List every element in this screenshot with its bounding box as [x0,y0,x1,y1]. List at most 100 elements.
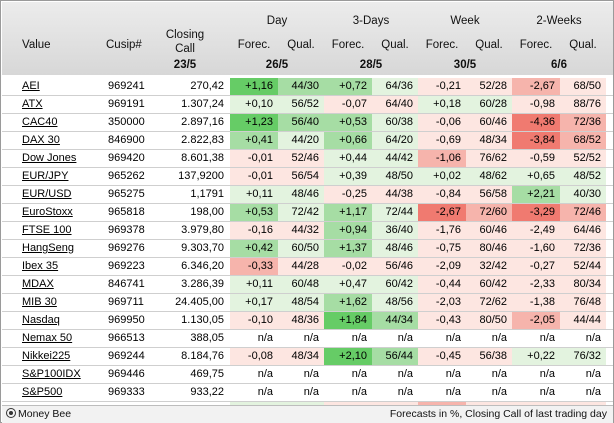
value-link[interactable]: EUR/USD [22,188,72,200]
quality-cell: 36/40 [372,222,418,239]
forecast-cell: -0,08 [230,348,278,365]
forecast-cell: +0,72 [324,78,372,95]
forecast-cell: +0,66 [324,132,372,149]
quality-cell: 72/44 [372,204,418,221]
quality-cell: 60/38 [372,114,418,131]
closing-call-cell: 8.601,38 [181,152,224,164]
header-group-date: 30/5 [453,59,477,71]
closing-call-cell: 2.822,83 [181,134,224,146]
quality-cell: 48/62 [466,168,512,185]
value-link[interactable]: AEI [22,80,40,92]
forecast-cell: -1,76 [418,222,466,239]
value-link[interactable]: Ibex 35 [22,260,59,272]
table-row: Nasdaq 969950 1.130,05 -0,10 48/36 +1,84 44/34… [2,312,613,330]
quality-cell: n/a [560,330,606,347]
forecast-cell: n/a [324,366,372,383]
quality-cell: 60/42 [466,276,512,293]
cusip-cell: 350000 [108,116,145,128]
header-forec: Forec. [519,39,553,51]
forecast-cell: n/a [324,330,372,347]
quality-cell: 68/50 [560,78,606,95]
forecast-cell: -0,06 [418,114,466,131]
forecast-cell: n/a [230,330,278,347]
value-link[interactable]: EuroStoxx [22,206,73,218]
quality-cell: 48/54 [278,294,324,311]
forecast-cell: -2,03 [418,294,466,311]
closing-call-cell: 6.346,20 [181,260,224,272]
quality-cell: 76/62 [466,150,512,167]
value-link[interactable]: DAX 30 [22,134,60,146]
header-group-date: 26/5 [265,59,289,71]
cusip-cell: 966513 [108,332,145,344]
quality-cell: n/a [278,366,324,383]
forecast-cell: -3,84 [512,132,560,149]
value-link[interactable]: Dow Jones [22,152,77,164]
quality-cell: 48/36 [278,312,324,329]
forecast-cell: -0,16 [230,222,278,239]
value-link[interactable]: S&P500 [22,386,63,398]
brand: Money Bee [6,408,71,420]
cusip-cell: 846741 [108,278,145,290]
value-link[interactable]: MIB 30 [22,296,57,308]
value-link[interactable]: EUR/JPY [22,170,69,182]
quality-cell: 68/52 [560,132,606,149]
value-link[interactable]: Nikkei225 [22,350,71,362]
forecast-cell: +0,47 [324,276,372,293]
header-forec: Forec. [331,39,365,51]
forecast-cell: -0,10 [230,312,278,329]
quality-cell: 56/44 [372,348,418,365]
header-value: Value [22,39,51,51]
forecast-cell: -0,21 [418,78,466,95]
table-row: EuroStoxx 965818 198,00 +0,53 72/42 +1,17 72/4… [2,204,613,222]
quality-cell: 32/42 [466,258,512,275]
value-link[interactable]: ATX [22,98,43,110]
forecast-cell: -0,59 [512,150,560,167]
quality-cell: n/a [466,330,512,347]
quality-cell: n/a [372,384,418,401]
forecast-cell: n/a [512,366,560,383]
quality-cell: 60/46 [466,114,512,131]
forecast-cell: -3,29 [512,204,560,221]
forecast-cell: +0,42 [230,240,278,257]
closing-call-cell: 8.184,76 [181,350,224,362]
forecast-cell: +1,37 [324,240,372,257]
header-group-title: 3-Days [352,15,390,27]
header-closing-call: Closing Call [165,29,205,55]
forecast-cell: -0,02 [324,258,372,275]
quality-cell: 64/40 [372,96,418,113]
forecast-cell: n/a [418,330,466,347]
value-link[interactable]: CAC40 [22,116,58,128]
quality-cell: 52/52 [560,150,606,167]
table-row: FTSE 100 969378 3.979,80 -0,16 44/32 +0,94 36/… [2,222,613,240]
value-link[interactable]: Nemax 50 [22,332,73,344]
quality-cell: 88/76 [560,96,606,113]
quality-cell: 72/36 [560,240,606,257]
cusip-cell: 969241 [108,80,145,92]
value-link[interactable]: FTSE 100 [22,224,72,236]
quality-cell: 48/46 [372,240,418,257]
value-link[interactable]: Nasdaq [22,314,60,326]
quality-cell: 44/44 [560,312,606,329]
table-row: ATX 969191 1.307,24 +0,10 56/52 -0,07 64/40 +0,… [2,96,613,114]
forecast-cell: -0,84 [418,186,466,203]
quality-cell: 60/42 [372,276,418,293]
quality-cell: 44/30 [278,78,324,95]
quality-cell: n/a [560,366,606,383]
quality-cell: 48/52 [560,168,606,185]
forecast-cell: +0,44 [324,150,372,167]
quality-cell: 52/46 [278,150,324,167]
quality-cell: 44/20 [278,132,324,149]
cusip-cell: 969950 [108,314,145,326]
footer-bar: Money Bee Forecasts in %, Closing Call o… [2,405,613,423]
quality-cell: 48/34 [278,348,324,365]
value-link[interactable]: S&P100IDX [22,368,81,380]
header-group-date: 28/5 [359,59,383,71]
closing-call-cell: 137,9200 [178,170,224,182]
header-group-title: Week [450,15,480,27]
forecast-cell: -0,98 [512,96,560,113]
value-link[interactable]: MDAX [22,278,54,290]
quality-cell: 76/32 [560,348,606,365]
table-row: Nikkei225 969244 8.184,76 -0,08 48/34 +2,10 56… [2,348,613,366]
forecast-cell: +2,10 [324,348,372,365]
value-link[interactable]: HangSeng [22,242,74,254]
